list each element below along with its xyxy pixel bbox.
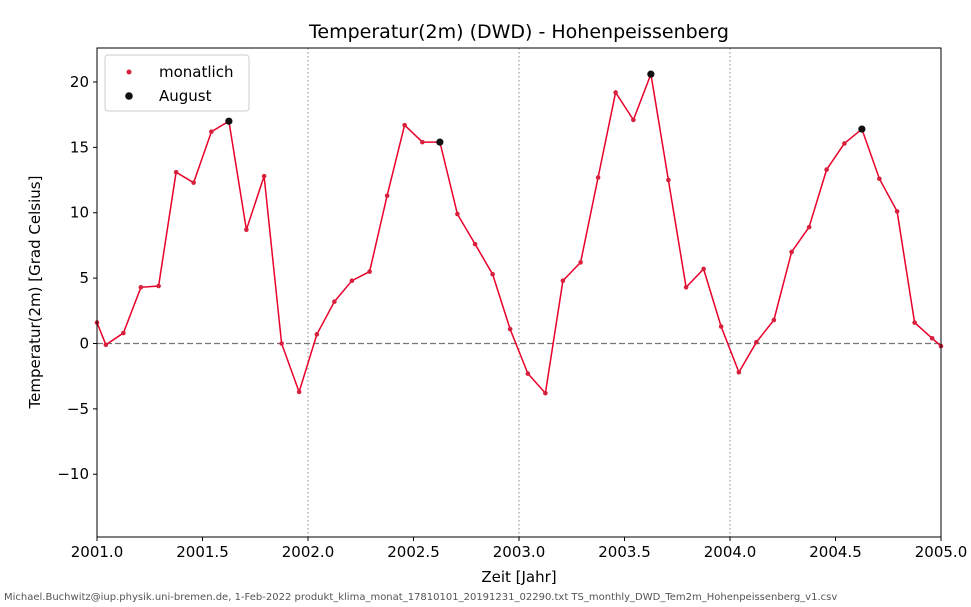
y-tick-label-4: 10 — [70, 204, 89, 222]
data-point-monatlich-34 — [683, 284, 689, 290]
data-point-monatlich-35 — [701, 266, 706, 272]
data-point-monatlich-6 — [191, 180, 196, 185]
y-tick-label-1: −5 — [67, 400, 89, 418]
series-layer — [94, 70, 944, 396]
legend-box — [104, 54, 250, 112]
data-point-august-3 — [858, 125, 866, 133]
data-point-monatlich-1 — [103, 342, 109, 348]
data-point-monatlich-48 — [929, 335, 935, 341]
y-tick-label-2: 0 — [79, 334, 89, 352]
x-tick-label-2: 2002.0 — [282, 543, 335, 561]
data-point-monatlich-47 — [912, 320, 917, 325]
data-point-august-2 — [647, 70, 655, 78]
footer-credits: Michael.Buchwitz@iup.physik.uni-bremen.d… — [4, 592, 838, 603]
data-point-monatlich-25 — [525, 371, 531, 376]
data-point-monatlich-45 — [877, 176, 882, 182]
data-point-monatlich-24 — [507, 326, 513, 332]
data-point-monatlich-31 — [631, 117, 636, 123]
x-tick-label-5: 2003.5 — [598, 543, 651, 561]
x-tick-label-6: 2004.0 — [704, 543, 757, 561]
x-tick-label-0: 2001.0 — [71, 543, 124, 561]
data-point-monatlich-37 — [736, 369, 742, 375]
legend-label-august: August — [159, 87, 212, 105]
data-point-monatlich-4 — [156, 283, 161, 289]
y-tick-label-5: 15 — [70, 138, 89, 156]
x-tick-label-7: 2004.5 — [809, 543, 862, 561]
data-point-monatlich-40 — [789, 249, 794, 255]
data-point-monatlich-7 — [209, 129, 214, 134]
x-tick-label-3: 2002.5 — [387, 543, 440, 561]
data-point-monatlich-21 — [455, 211, 460, 217]
data-point-monatlich-16 — [367, 269, 372, 274]
chart-title: Temperatur(2m) (DWD) - Hohenpeissenberg — [308, 21, 729, 43]
data-point-monatlich-41 — [806, 224, 812, 230]
x-axis-label: Zeit [Jahr] — [481, 568, 556, 586]
data-point-monatlich-19 — [420, 139, 425, 145]
data-point-august-0 — [225, 117, 233, 125]
data-point-monatlich-29 — [595, 175, 601, 180]
data-point-monatlich-26 — [543, 390, 548, 396]
y-axis-label: Temperatur(2m) [Grad Celsius] — [26, 176, 44, 410]
data-point-monatlich-28 — [578, 260, 583, 265]
data-point-monatlich-11 — [279, 341, 284, 346]
data-point-monatlich-5 — [173, 169, 179, 175]
data-point-monatlich-13 — [314, 332, 320, 337]
data-point-monatlich-10 — [261, 173, 267, 179]
data-point-monatlich-42 — [824, 167, 829, 172]
y-tick-label-3: 5 — [79, 269, 89, 287]
data-point-monatlich-30 — [613, 90, 618, 95]
y-tick-label-6: 20 — [70, 73, 89, 91]
data-point-monatlich-15 — [349, 278, 355, 284]
x-tick-label-1: 2001.5 — [176, 543, 229, 561]
data-point-monatlich-3 — [138, 284, 144, 290]
data-point-monatlich-38 — [754, 339, 759, 345]
axis-ticks: 2001.0 2001.5 2002.0 2002.5 2003.0 2003.5 2004… — [57, 73, 967, 561]
data-point-monatlich-14 — [332, 299, 337, 304]
legend-label-monthly: monatlich — [159, 63, 233, 81]
legend-marker-monthly — [126, 69, 132, 75]
series-line-monatlich — [96, 71, 942, 395]
data-point-monatlich-12 — [296, 389, 302, 395]
data-point-monatlich-39 — [771, 317, 777, 323]
data-point-monatlich-46 — [894, 209, 900, 214]
x-tick-label-4: 2003.0 — [493, 543, 546, 561]
data-point-monatlich-22 — [472, 241, 478, 247]
data-point-monatlich-27 — [560, 278, 566, 284]
data-point-monatlich-17 — [384, 193, 390, 199]
y-tick-label-0: −10 — [57, 465, 89, 483]
data-point-monatlich-23 — [490, 271, 495, 277]
legend: monatlich August — [104, 54, 250, 112]
x-tick-label-8: 2005.0 — [915, 543, 968, 561]
data-point-monatlich-9 — [244, 227, 249, 233]
data-point-monatlich-2 — [121, 330, 126, 336]
data-point-monatlich-18 — [402, 122, 407, 128]
legend-marker-august — [125, 92, 133, 100]
data-point-monatlich-36 — [718, 324, 724, 329]
data-point-monatlich-33 — [666, 177, 671, 183]
reference-lines — [97, 48, 941, 537]
data-point-august-1 — [436, 138, 444, 146]
data-point-monatlich-43 — [842, 141, 847, 146]
